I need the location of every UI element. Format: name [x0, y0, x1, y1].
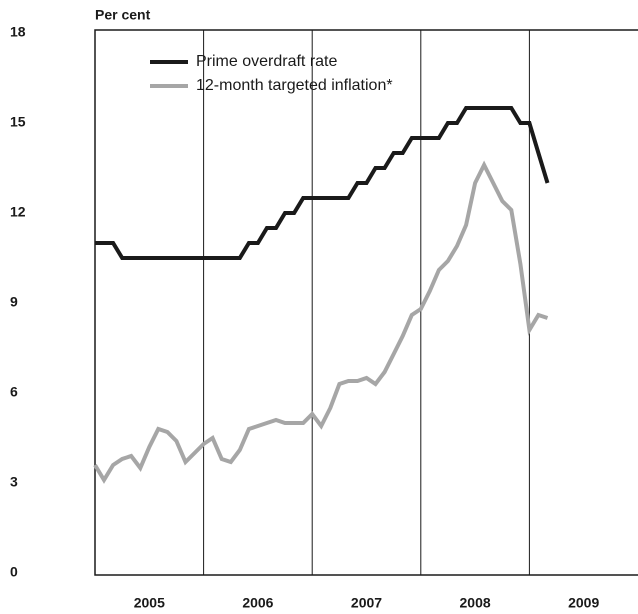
- legend-label: 12-month targeted inflation*: [196, 77, 393, 94]
- y-tick-label: 0: [10, 564, 18, 580]
- series-line: [95, 106, 550, 260]
- plot-frame: [94, 29, 638, 576]
- x-tick-label: 2008: [460, 595, 491, 611]
- y-tick-label: 9: [10, 294, 18, 310]
- legend-label: Prime overdraft rate: [196, 53, 337, 70]
- y-tick-label: 6: [10, 384, 18, 400]
- y-tick-label: 18: [10, 24, 26, 40]
- x-tick-label: 2005: [134, 595, 165, 611]
- x-tick-label: 2006: [242, 595, 273, 611]
- x-tick-label: 2009: [568, 595, 599, 611]
- series-line: [93, 160, 549, 484]
- y-tick-label: 3: [10, 474, 18, 490]
- y-axis-label: Per cent: [95, 7, 151, 23]
- y-tick-label: 15: [10, 114, 26, 130]
- y-tick-label: 12: [10, 204, 26, 220]
- x-tick-label: 2007: [351, 595, 382, 611]
